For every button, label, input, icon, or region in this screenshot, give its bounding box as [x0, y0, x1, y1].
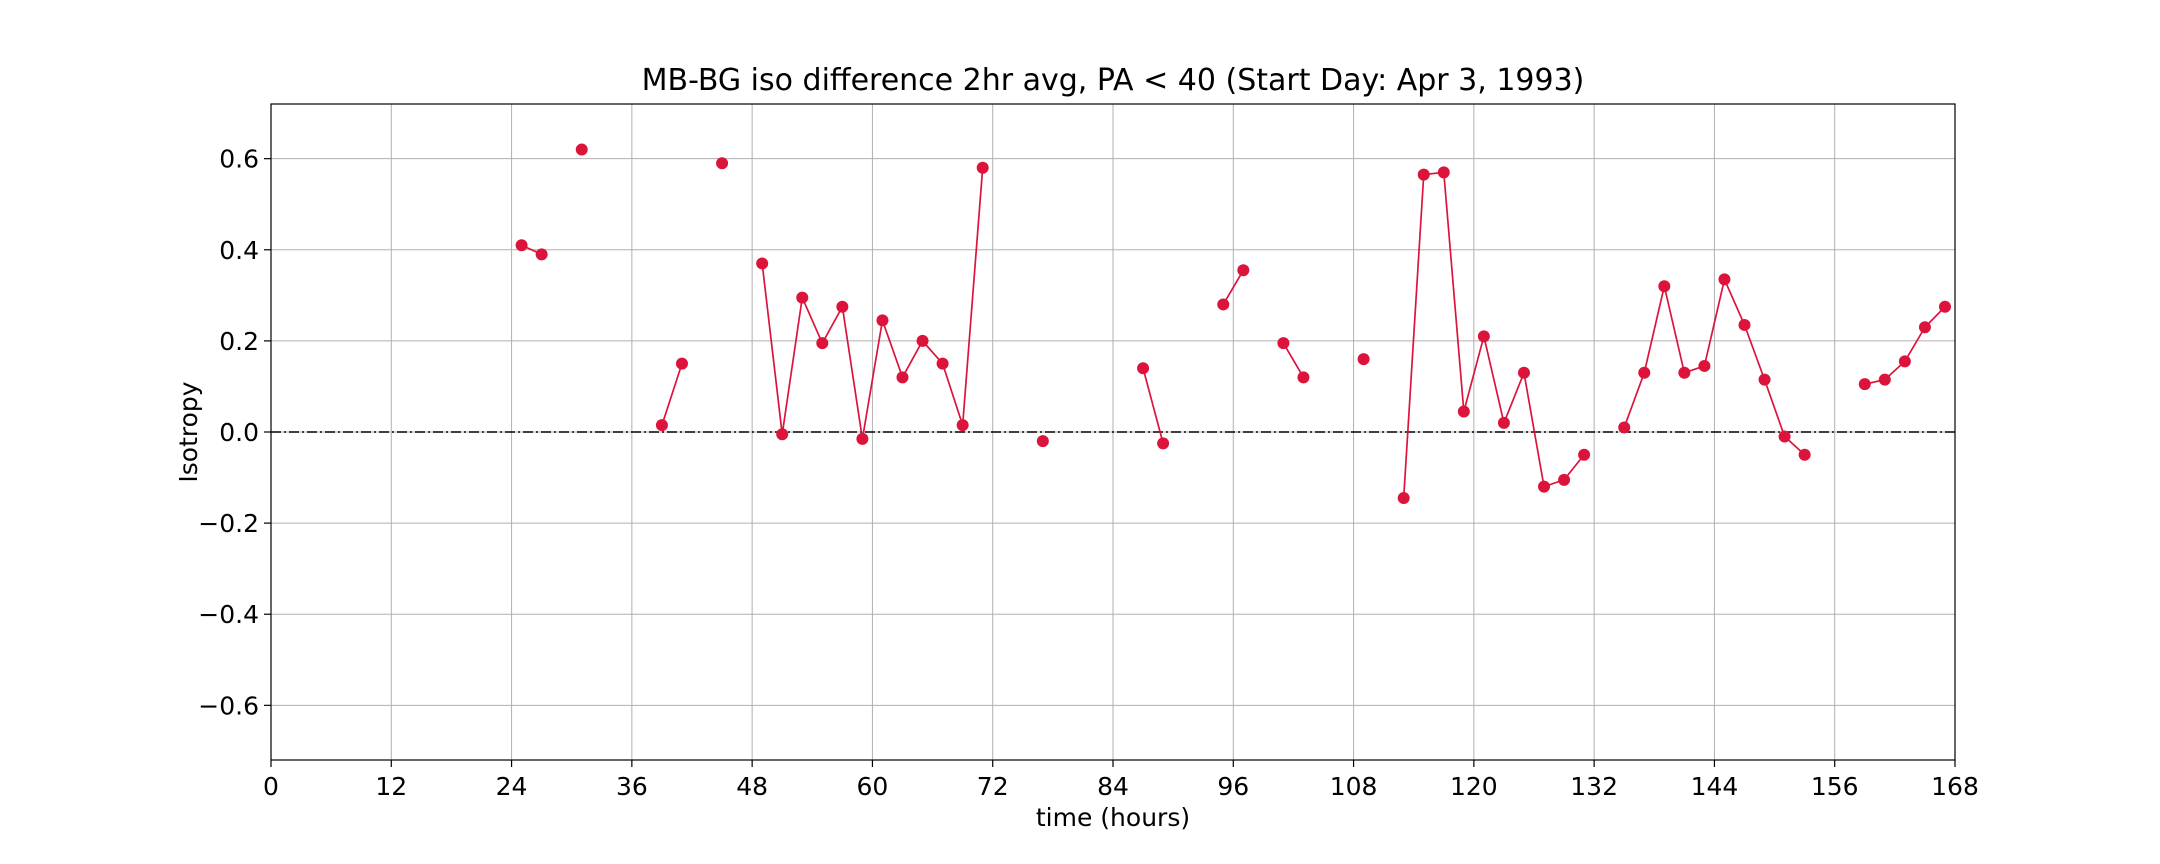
- data-point: [675, 357, 688, 370]
- data-point: [796, 291, 809, 304]
- data-point: [1397, 492, 1410, 505]
- data-point: [1137, 362, 1150, 375]
- data-point: [816, 337, 829, 350]
- y-tick-label: 0.2: [219, 327, 259, 356]
- x-tick-label: 156: [1811, 772, 1859, 801]
- data-point: [976, 161, 989, 174]
- x-axis-label: time (hours): [1036, 803, 1190, 832]
- data-point: [1718, 273, 1731, 286]
- data-point: [1417, 168, 1430, 181]
- y-tick-label: 0.4: [219, 236, 259, 265]
- data-point: [1538, 480, 1551, 493]
- data-point: [1938, 300, 1951, 313]
- data-point: [1758, 373, 1771, 386]
- data-point: [1878, 373, 1891, 386]
- data-point: [916, 334, 929, 347]
- series-line: [1142, 368, 1164, 444]
- x-tick-label: 96: [1217, 772, 1249, 801]
- y-tick-label: 0.6: [219, 145, 259, 174]
- x-tick-label: 36: [616, 772, 648, 801]
- data-point: [1297, 371, 1310, 384]
- ticks: 0 12 24 36 48 60 72 84 96 108 120 132 144 156 168 −0.6 −…: [198, 145, 1979, 801]
- x-tick-label: 48: [736, 772, 768, 801]
- y-tick-label: −0.4: [198, 600, 259, 629]
- data-point: [535, 248, 548, 261]
- x-tick-label: 132: [1570, 772, 1618, 801]
- series-line: [1623, 276, 1806, 456]
- x-tick-label: 108: [1330, 772, 1378, 801]
- data-point: [1357, 353, 1370, 366]
- data-point: [1437, 166, 1450, 179]
- data-point: [1277, 337, 1290, 350]
- data-point: [1578, 448, 1591, 461]
- data-point: [1497, 416, 1510, 429]
- data-point: [1918, 321, 1931, 334]
- data-point: [1558, 473, 1571, 486]
- y-tick-label: −0.2: [198, 509, 259, 538]
- data-point: [1237, 264, 1250, 277]
- data-point: [1457, 405, 1470, 418]
- data-point: [1517, 366, 1530, 379]
- y-axis-label: Isotropy: [174, 381, 203, 482]
- y-tick-label: 0.0: [219, 418, 259, 447]
- data-point: [756, 257, 769, 270]
- data-point: [575, 143, 588, 156]
- data-point: [1858, 378, 1871, 391]
- x-tick-label: 0: [263, 772, 279, 801]
- x-tick-label: 72: [977, 772, 1009, 801]
- data-point: [856, 432, 869, 445]
- data-point: [1678, 366, 1691, 379]
- series-line: [1402, 171, 1585, 499]
- data-point: [1698, 359, 1711, 372]
- data-point: [1738, 318, 1751, 331]
- data-point: [716, 157, 729, 170]
- data-point: [956, 419, 969, 432]
- data-point: [876, 314, 889, 327]
- data-point: [1036, 435, 1049, 448]
- data-point: [1618, 421, 1631, 434]
- chart-title: MB-BG iso difference 2hr avg, PA < 40 (S…: [642, 63, 1585, 98]
- data-point: [1638, 366, 1651, 379]
- x-tick-label: 24: [496, 772, 528, 801]
- series-line: [761, 167, 984, 439]
- data-point: [836, 300, 849, 313]
- x-tick-label: 144: [1691, 772, 1739, 801]
- data-point: [776, 428, 789, 441]
- series-line: [1222, 269, 1245, 305]
- x-tick-label: 168: [1931, 772, 1979, 801]
- data-point: [655, 419, 668, 432]
- data-point: [1658, 280, 1671, 293]
- x-tick-label: 60: [857, 772, 889, 801]
- series-line: [1282, 342, 1305, 378]
- data-point: [1778, 430, 1791, 443]
- data-point: [896, 371, 909, 384]
- y-tick-label: −0.6: [198, 691, 259, 720]
- data-point: [1217, 298, 1230, 311]
- x-tick-label: 120: [1450, 772, 1498, 801]
- data-point: [515, 239, 528, 252]
- x-tick-label: 12: [375, 772, 407, 801]
- data-point: [1157, 437, 1170, 450]
- series-line: [661, 363, 683, 426]
- x-tick-label: 84: [1097, 772, 1129, 801]
- data-point: [1798, 448, 1811, 461]
- series-group: [515, 143, 1951, 505]
- data-point: [936, 357, 949, 370]
- data-point: [1477, 330, 1490, 343]
- data-point: [1898, 355, 1911, 368]
